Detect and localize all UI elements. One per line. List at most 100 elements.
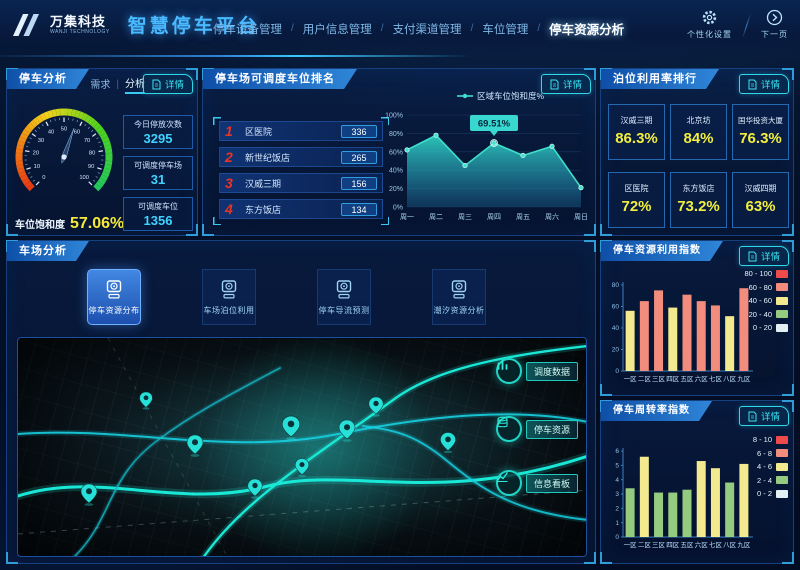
chart-legend: 8 - 10 6 - 8 4 - 6 2 - 4 0 - 2 xyxy=(753,435,788,498)
svg-text:50: 50 xyxy=(61,127,67,133)
database-icon xyxy=(497,416,508,428)
svg-text:周三: 周三 xyxy=(458,213,472,221)
detail-button[interactable]: 详情 xyxy=(738,406,789,426)
tab-analysis[interactable]: 分析 xyxy=(125,75,145,94)
tab-demand[interactable]: 需求 xyxy=(90,80,111,91)
stat-label: 可调度停车场 xyxy=(134,161,182,170)
rank-row[interactable]: 3 汉威三期 156 xyxy=(219,173,383,193)
map-button-info-board[interactable]: 信息看板 xyxy=(496,470,579,496)
map-pin-icon[interactable] xyxy=(281,415,301,441)
legend-item: 6 - 8 xyxy=(757,449,788,458)
berth-name: 国华投资大厦 xyxy=(738,116,783,125)
legend-item: 2 - 4 xyxy=(757,476,788,485)
berth-name: 区医院 xyxy=(624,184,649,193)
rank-number: 4 xyxy=(225,201,233,217)
map-pin-icon[interactable] xyxy=(368,396,384,417)
svg-text:60: 60 xyxy=(612,304,620,311)
berth-card[interactable]: 东方饭店 73.2% xyxy=(670,172,727,228)
nav-item-user[interactable]: 用户信息管理 xyxy=(302,23,372,36)
berth-card[interactable]: 国华投资大厦 76.3% xyxy=(732,104,789,160)
document-icon xyxy=(550,79,559,89)
panel-title: 停车场可调度车位排名 xyxy=(203,69,357,89)
document-icon xyxy=(152,79,161,89)
logo-cn: 万集科技 xyxy=(50,13,107,29)
nav-item-device[interactable]: 停车设备管理 xyxy=(213,23,282,36)
next-page-button[interactable]: 下一页 xyxy=(761,9,788,40)
map-button-dispatch-data[interactable]: 调度数据 xyxy=(496,358,579,384)
detail-label: 详情 xyxy=(760,252,780,263)
berth-card[interactable]: 区医院 72% xyxy=(608,172,665,228)
nav-item-space[interactable]: 车位管理 xyxy=(482,23,529,36)
lot-button-berth-utilization[interactable]: 车场泊位利用 xyxy=(202,269,256,325)
svg-text:0%: 0% xyxy=(393,205,403,212)
panel-title: 停车资源利用指数 xyxy=(601,241,723,261)
berth-card[interactable]: 北京坊 84% xyxy=(670,104,727,160)
nav-item-payment[interactable]: 支付渠道管理 xyxy=(392,23,462,36)
svg-text:八区: 八区 xyxy=(723,375,737,383)
nav-separator: / xyxy=(537,23,541,34)
lot-button-label: 停车导流预测 xyxy=(318,305,370,315)
svg-text:周二: 周二 xyxy=(429,213,443,221)
detail-label: 详情 xyxy=(760,80,780,91)
svg-text:五区: 五区 xyxy=(681,541,695,549)
svg-text:3: 3 xyxy=(615,491,619,498)
berth-value: 86.3% xyxy=(615,130,658,147)
lot-button-resource-distribution[interactable]: 停车资源分布 xyxy=(87,269,141,325)
lot-name: 新世纪饭店 xyxy=(245,152,291,163)
svg-text:周日: 周日 xyxy=(574,213,588,221)
analysis-tabs: 需求 | 分析 xyxy=(90,75,145,94)
lot-button-flow-prediction[interactable]: 停车导流预测 xyxy=(317,269,371,325)
settings-button[interactable]: 个性化设置 xyxy=(687,9,732,40)
map-pin-icon[interactable] xyxy=(294,458,310,478)
gear-icon xyxy=(702,10,717,25)
map-pin-icon[interactable] xyxy=(440,432,456,454)
header: 万集科技 WANJI TECHNOLOGY 智慧停车平台 停车设备管理 / 用户… xyxy=(0,0,800,58)
map-pin-icon[interactable] xyxy=(139,391,153,410)
lot-button-tidal-analysis[interactable]: 潮汐资源分析 xyxy=(432,269,486,325)
rank-row[interactable]: 4 东方饭店 134 xyxy=(219,199,383,219)
detail-button[interactable]: 详情 xyxy=(738,74,789,94)
detail-label: 详情 xyxy=(164,80,184,91)
berth-name: 北京坊 xyxy=(686,116,711,125)
legend-item: 60 - 80 xyxy=(749,283,788,292)
map-pin-icon[interactable] xyxy=(338,419,356,442)
detail-button[interactable]: 详情 xyxy=(540,74,591,94)
detail-button[interactable]: 详情 xyxy=(738,246,789,266)
panel-turnover-index: 停车周转率指数 详情 0 1 2 3 4 5 6 一区 二区 三区 四区 五区 六区 七区 八区 九区 8 -… xyxy=(600,400,794,564)
map-pin-icon[interactable] xyxy=(186,434,204,457)
svg-text:30: 30 xyxy=(38,138,44,144)
svg-text:区域车位饱和度%: 区域车位饱和度% xyxy=(477,91,545,101)
next-page-icon xyxy=(766,9,783,26)
city-map: 调度数据 停车资源 信 xyxy=(17,337,587,557)
map-pin-icon[interactable] xyxy=(80,483,98,506)
rank-list: 1 区医院 336 2 新世纪饭店 265 3 汉威三期 156 4 东方饭店 … xyxy=(213,117,389,225)
stat-today-count: 今日停放次数 3295 xyxy=(123,115,193,149)
svg-text:周一: 周一 xyxy=(400,213,414,221)
berth-card[interactable]: 汉威四期 63% xyxy=(732,172,789,228)
svg-text:60: 60 xyxy=(74,130,80,136)
svg-text:九区: 九区 xyxy=(737,374,751,383)
map-button-parking-resources[interactable]: 停车资源 xyxy=(496,416,579,442)
berth-card[interactable]: 汉威三期 86.3% xyxy=(608,104,665,160)
svg-text:0: 0 xyxy=(615,368,619,375)
rank-row[interactable]: 2 新世纪饭店 265 xyxy=(219,147,383,167)
svg-text:七区: 七区 xyxy=(709,374,723,383)
map-button-label: 停车资源 xyxy=(526,419,579,439)
berth-name: 汉威四期 xyxy=(744,184,777,193)
chart-legend: 80 - 100 60 - 80 40 - 60 20 - 40 0 - 20 xyxy=(744,269,788,332)
svg-text:5: 5 xyxy=(615,463,619,470)
legend-item: 80 - 100 xyxy=(744,269,788,278)
legend-item: 8 - 10 xyxy=(753,435,788,444)
legend-item: 20 - 40 xyxy=(749,310,788,319)
nav-item-resource-analysis[interactable]: 停车资源分析 xyxy=(549,23,625,37)
legend-item: 4 - 6 xyxy=(757,462,788,471)
detail-button[interactable]: 详情 xyxy=(142,74,193,94)
page-title: 智慧停车平台 xyxy=(127,16,260,37)
svg-text:40%: 40% xyxy=(389,168,403,175)
stat-label: 今日停放次数 xyxy=(134,120,182,129)
rank-row[interactable]: 1 区医院 336 xyxy=(219,121,383,141)
svg-text:80: 80 xyxy=(612,282,620,289)
lot-button-label: 停车资源分布 xyxy=(88,305,140,315)
map-pin-icon[interactable] xyxy=(247,478,263,499)
